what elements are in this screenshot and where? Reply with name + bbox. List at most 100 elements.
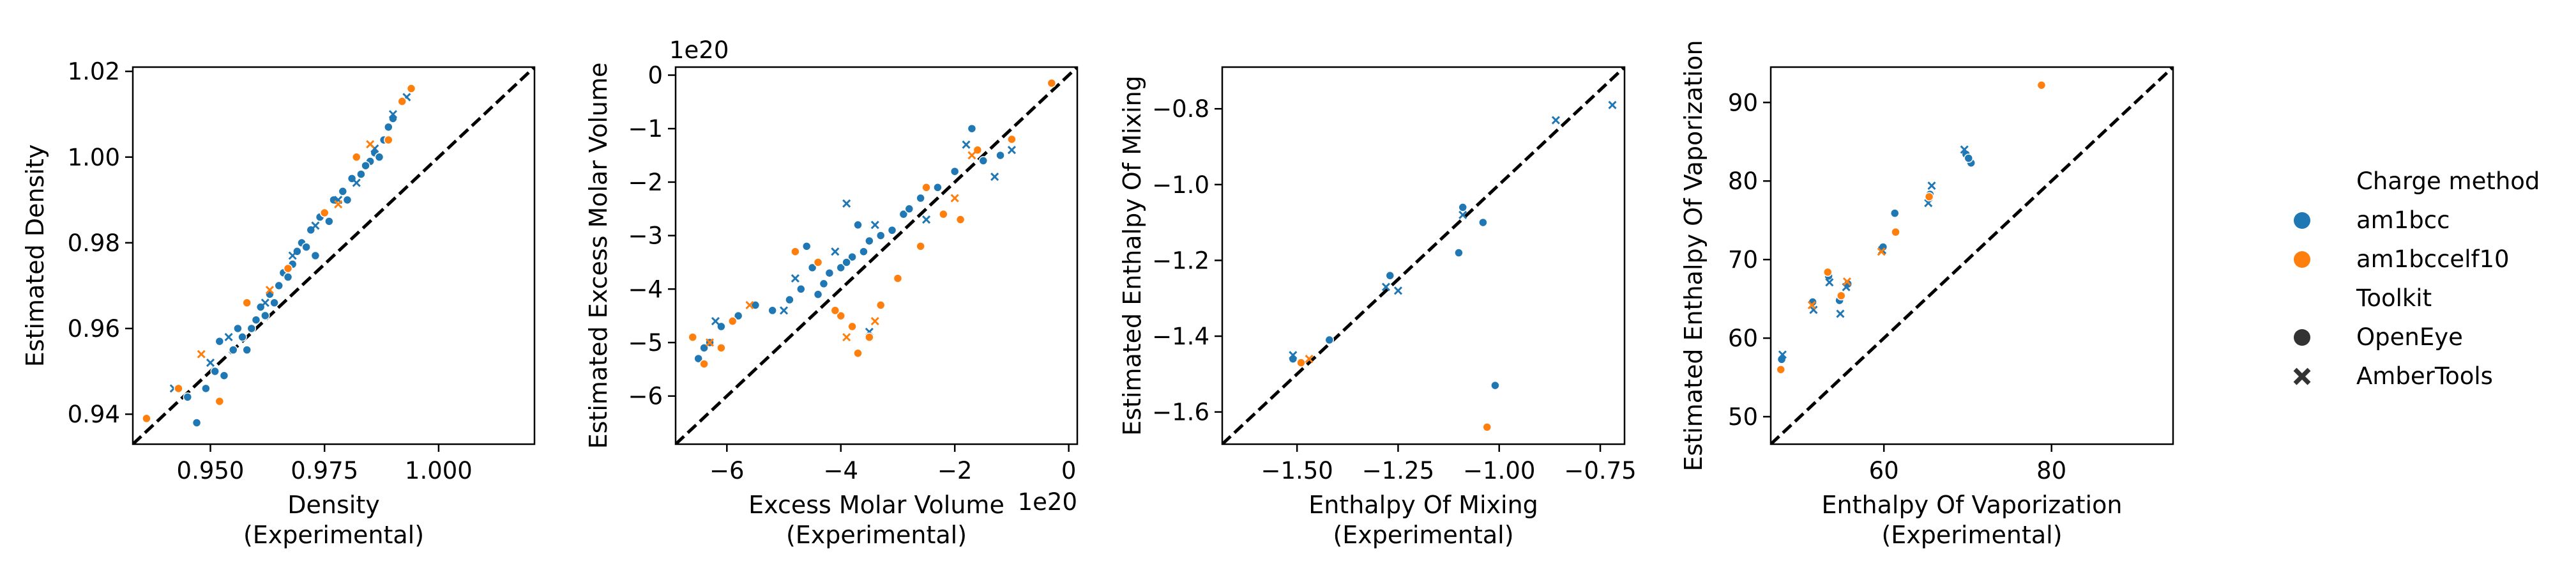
legend-label: OpenEye [2356,323,2463,351]
y-axis-label: Estimated Density [21,144,49,367]
data-point-circle [716,343,726,353]
data-point-cross [224,332,233,341]
data-point-circle [319,208,330,218]
data-point-cross [352,178,361,187]
data-point-circle [836,311,845,321]
y-tick-label: 90 [1728,89,1758,116]
axes-frame [674,66,1079,445]
data-point-circle [1478,217,1488,228]
data-point-cross [779,306,789,315]
y-tick-label: −1.6 [1152,399,1209,426]
y-tick-label: 70 [1728,246,1758,274]
y-tick-label: −0.8 [1152,95,1209,123]
data-point-circle [242,298,252,307]
data-point-circle [916,242,925,251]
data-point-circle [699,359,709,369]
data-point-circle [847,252,857,262]
data-point-circle [727,316,738,326]
y-tick-label: 0.96 [68,315,120,343]
legend-title: Charge method [2356,167,2540,195]
data-point-circle [875,231,886,240]
data-point-circle [384,122,393,132]
x-axis-label: Enthalpy Of Vaporization [1822,491,2123,519]
data-point-circle [261,311,270,321]
identity-line [1771,67,2173,444]
data-point-cross [1836,309,1845,318]
data-point-cross [206,359,215,367]
y-tick-label: 50 [1728,403,1758,431]
data-point-circle [210,366,220,376]
data-point-cross [261,298,269,307]
data-point-cross [1778,350,1787,359]
data-point-cross [1458,210,1467,219]
data-point-cross [1877,247,1886,256]
x-tick-label: −6 [709,457,745,484]
data-point-circle [693,353,703,364]
data-point-circle [388,114,398,123]
data-point-circle [406,84,416,93]
data-point-circle [242,345,252,355]
data-point-cross [705,338,715,347]
data-point-circle [847,321,857,332]
data-point-cross [1381,282,1390,291]
data-point-circle [1454,248,1464,258]
data-point-cross [1960,145,1969,154]
scatter-panel-3: −1.50 −1.25 −1.00 −0.75 −1.6 −1.4 −1.2 −1.0 −0.8… [1118,66,1637,549]
data-point-circle [933,183,943,192]
x-tick-label: −1.25 [1362,457,1434,484]
data-point-cross [1551,116,1560,125]
data-point-circle [1385,270,1395,281]
legend-entry: am1bccelf10 [2294,245,2510,273]
data-point-circle [836,263,845,273]
legend-label: am1bccelf10 [2356,245,2510,273]
legend-label: am1bcc [2356,206,2450,234]
y-tick-label: −3 [628,222,663,250]
data-point-circle [1964,153,1973,163]
data-points [688,78,1057,369]
data-point-circle [201,383,211,394]
x-tick-label: −2 [937,457,973,484]
y-tick-label: 1.00 [68,144,120,171]
data-point-circle [830,305,840,316]
scatter-panel-1: 0.950 0.975 1.000 0.94 0.96 0.98 1.00 1.02 Densi… [21,58,536,549]
data-point-circle [1490,380,1500,390]
y-tick-label: 80 [1728,167,1758,195]
data-point-circle [887,225,897,235]
y-tick-label: 0.98 [68,229,120,257]
y-tick-label: −1.0 [1152,171,1209,199]
axes-frame [132,66,536,445]
data-point-circle [356,169,366,179]
data-point-circle [996,150,1005,160]
data-point-cross [950,194,959,203]
data-point-cross [366,140,375,149]
x-axis-label: Excess Molar Volume [748,491,1004,519]
data-point-circle [1924,192,1934,202]
data-point-cross [842,333,851,342]
data-point-circle [853,348,863,358]
y-tick-label: 0 [648,62,663,89]
data-point-circle [791,247,800,256]
legend-label: Toolkit [2356,284,2432,312]
x-axis-label: Enthalpy Of Mixing [1308,491,1538,519]
y-tick-label: 0.94 [68,401,120,428]
data-point-circle [859,247,868,256]
data-point-circle [1458,203,1467,212]
data-point-cross [1807,300,1816,309]
data-point-circle [807,263,817,273]
data-point-cross [967,151,976,160]
data-point-circle [1296,358,1306,367]
legend-label: Charge method [2356,167,2540,195]
data-point-circle [174,383,183,394]
data-point-circle [813,258,823,267]
data-point-circle [142,414,151,424]
data-point-circle [183,392,193,402]
identity-line [133,67,534,444]
y-tick-label: −1.4 [1152,323,1209,350]
chart-panels: 0.950 0.975 1.000 0.94 0.96 0.98 1.00 1.02 Densi… [21,36,2174,549]
data-point-cross [1927,182,1936,190]
data-point-circle [397,97,407,106]
data-point-circle [361,160,370,171]
legend-entry: am1bcc [2294,206,2450,234]
data-point-circle [1890,208,1900,218]
data-point-circle [192,418,202,428]
